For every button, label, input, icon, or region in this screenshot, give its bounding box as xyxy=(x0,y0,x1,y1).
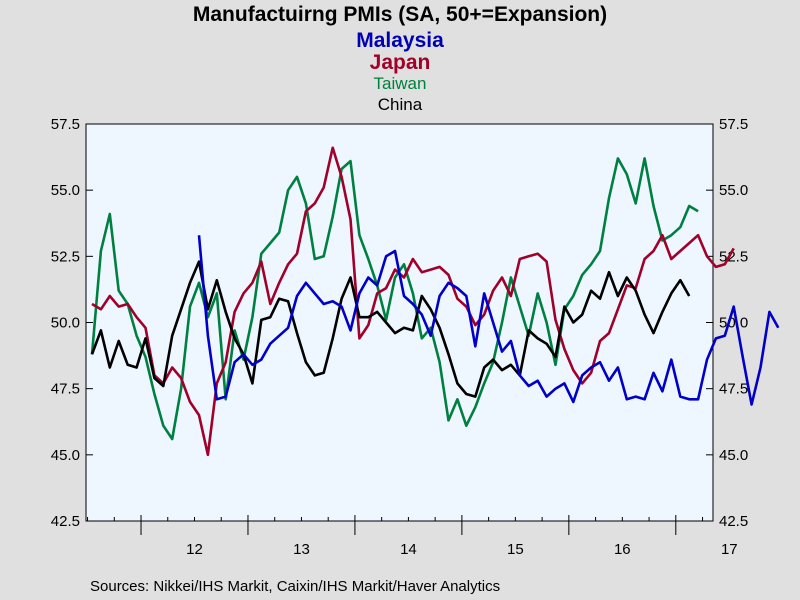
ytick-label-right: 42.5 xyxy=(719,513,748,530)
ytick-label-left: 45.0 xyxy=(51,447,80,464)
ytick-label-right: 57.5 xyxy=(719,116,748,133)
legend-taiwan: Taiwan xyxy=(373,74,427,93)
ytick-label-left: 50.0 xyxy=(51,315,80,332)
series-line-japan xyxy=(91,146,735,457)
legend-china: China xyxy=(377,95,423,114)
ytick-label-right: 45.0 xyxy=(719,447,748,464)
chart-title: Manufactuirng PMIs (SA, 50+=Expansion) xyxy=(192,3,608,26)
ytick-label-right: 55.0 xyxy=(719,182,748,199)
ytick-label-right: 47.5 xyxy=(719,381,748,398)
series-line-taiwan xyxy=(90,157,699,441)
axes: 42.5 42.545.0 45.047.5 47.550.0 50.052.5 52.5… xyxy=(51,116,748,558)
ytick-label-left: 52.5 xyxy=(51,248,80,265)
xtick-label: 12 xyxy=(186,541,203,558)
xtick-label: 17 xyxy=(721,541,738,558)
ytick-label-left: 47.5 xyxy=(51,381,80,398)
plot-area xyxy=(85,123,714,522)
ytick-label-left: 57.5 xyxy=(51,116,80,133)
xtick-label: 15 xyxy=(507,541,524,558)
legend-malaysia: Malaysia xyxy=(356,29,444,52)
series-lines xyxy=(90,146,780,457)
series-line-malaysia xyxy=(197,235,780,406)
series-line-china xyxy=(90,260,691,398)
legend-japan: Japan xyxy=(369,51,431,74)
xtick-label: 14 xyxy=(400,541,417,558)
xtick-label: 13 xyxy=(293,541,310,558)
xtick-label: 16 xyxy=(614,541,631,558)
source-note: Sources: Nikkei/IHS Markit, Caixin/IHS M… xyxy=(90,578,501,595)
ytick-label-right: 50.0 xyxy=(719,315,748,332)
ytick-label-left: 42.5 xyxy=(51,513,80,530)
ytick-label-left: 55.0 xyxy=(51,182,80,199)
